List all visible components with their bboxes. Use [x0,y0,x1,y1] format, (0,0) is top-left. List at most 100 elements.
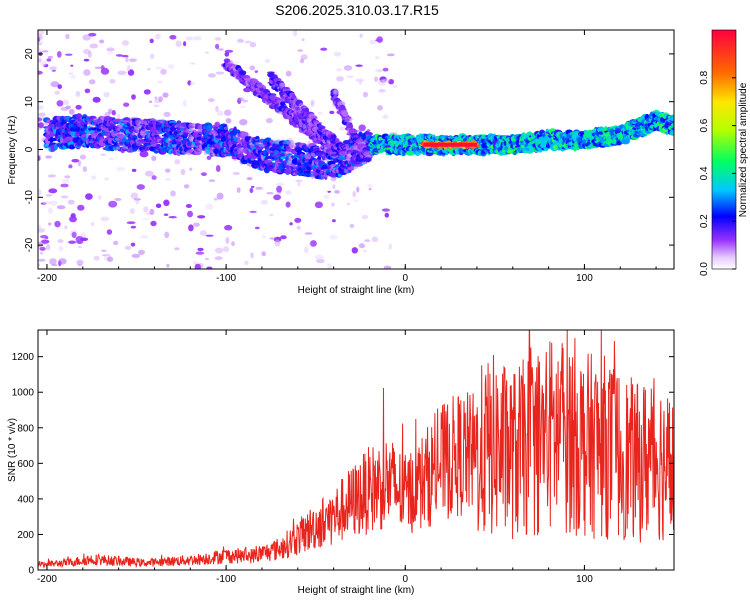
speckle [215,165,221,172]
speckle [64,175,71,179]
y-tick-label: 10 [24,96,35,108]
speckle [100,67,110,75]
speckle [315,254,324,261]
colorbar-ticks: 0.00.20.40.60.8 [699,70,736,276]
speckle [239,119,248,126]
speckle [193,36,202,41]
speckle [38,58,42,63]
speckle [38,70,43,75]
speckle [57,239,64,244]
speckle [224,51,230,57]
speckle [185,204,192,208]
ridge-cell-lower-branch [365,156,371,163]
speckle [157,80,163,84]
speckle [374,76,378,82]
speckle [225,118,232,124]
speckle [109,78,116,84]
speckle [104,177,109,181]
ridge-cell-main-band [671,127,674,131]
speckle [39,251,44,255]
ridge-cell-main-band [280,156,286,160]
speckle [356,186,360,193]
ridge-cell-main-band [208,144,213,148]
speckle [269,213,274,217]
ridge-cell-main-band [223,126,229,130]
speckle [106,47,115,52]
speckle [244,260,249,265]
speckle [275,182,285,187]
speckle [208,179,216,182]
speckle [236,187,241,194]
speckle [149,208,155,215]
ridge-cell-mid-branch [331,137,336,144]
ridge-cell-lower-branch [346,123,354,130]
speckle [214,256,223,261]
ridge-cell-mid-branch [317,125,326,130]
speckle [47,174,56,178]
speckle [213,197,219,201]
speckle [75,91,81,97]
speckle [388,243,392,250]
speckle [382,114,389,120]
speckle [131,94,136,100]
speckle [100,216,110,222]
speckle [289,222,293,226]
speckle [336,76,344,82]
speckle [126,64,131,72]
speckle [371,236,379,243]
speckle [88,79,96,85]
speckle [320,47,328,51]
speckle [285,201,291,208]
y-tick-label: 20 [24,48,35,60]
speckle [246,177,253,181]
speckle [58,245,64,252]
speckle [83,69,91,76]
speckle [38,40,44,45]
speckle [108,200,118,208]
colorbar-label: Normalized spectral amplitude [738,82,749,217]
speckle [297,49,304,52]
speckle [264,58,271,64]
speckle [163,199,170,207]
speckle [329,110,335,115]
speckle [136,184,145,190]
speckle [38,228,45,233]
speckle [131,253,141,258]
speckle [378,79,386,86]
speckle [155,33,161,40]
ridge-cell-main-band [366,129,371,132]
speckle [358,243,365,249]
speckle [195,251,205,255]
speckle [206,266,213,269]
speckle [115,54,123,57]
speckle [187,210,193,218]
speckle [374,56,380,60]
speckle [185,36,194,41]
speckle [47,55,53,59]
ridge-cell-main-band [160,146,168,152]
speckle [378,89,386,93]
speckle [162,92,169,98]
x-tick-label: -100 [216,273,236,284]
speckle [261,251,267,257]
speckle [60,195,69,199]
spectrogram-x-label: Height of straight line (km) [298,285,415,296]
ridge-cell-lower-branch [344,117,353,122]
speckle [182,100,187,107]
speckle [56,51,62,58]
speckle [38,30,45,36]
speckle [99,39,105,44]
speckle [89,43,99,49]
snr-y-label: SNR (10 * v/v) [7,418,18,482]
speckle [262,235,266,239]
ridge-cell-upper-branch [331,153,338,157]
speckle [103,91,110,98]
speckle [334,190,340,194]
speckle [126,221,136,225]
speckle [237,97,244,102]
speckle [189,167,193,171]
ridge-cell-mid-branch [279,82,286,87]
speckle [389,132,398,135]
speckle [80,232,87,237]
